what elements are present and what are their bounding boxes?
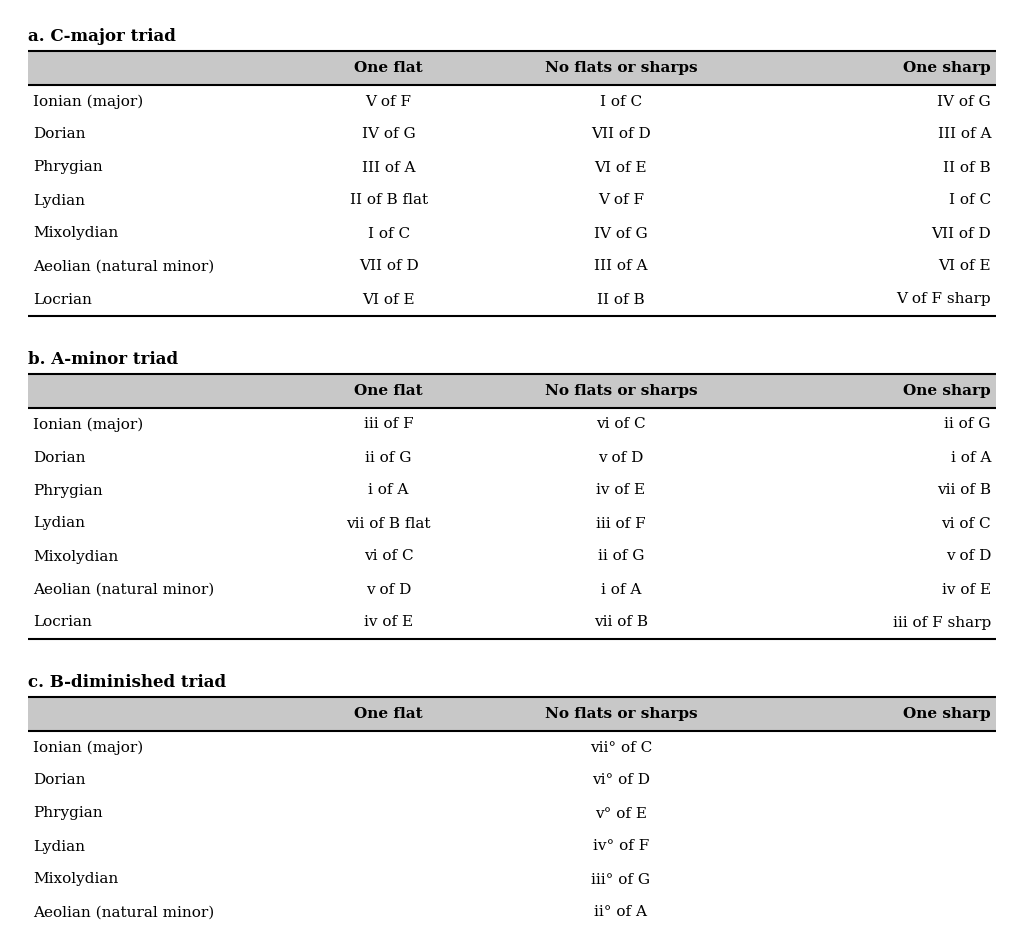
Text: Mixolydian: Mixolydian xyxy=(33,872,118,886)
Text: III of A: III of A xyxy=(361,160,416,174)
Text: b. A-minor triad: b. A-minor triad xyxy=(28,351,178,368)
Text: v° of E: v° of E xyxy=(595,807,647,821)
Text: v of D: v of D xyxy=(366,582,412,596)
Text: iv of E: iv of E xyxy=(364,616,413,630)
Text: One sharp: One sharp xyxy=(903,707,991,721)
Text: II of B flat: II of B flat xyxy=(349,194,428,208)
Text: Dorian: Dorian xyxy=(33,127,85,141)
Text: vi of C: vi of C xyxy=(596,417,646,431)
Text: Lydian: Lydian xyxy=(33,517,85,531)
Text: Phrygian: Phrygian xyxy=(33,160,102,174)
Text: Ionian (major): Ionian (major) xyxy=(33,740,143,754)
Text: Ionian (major): Ionian (major) xyxy=(33,417,143,431)
Text: II of B: II of B xyxy=(943,160,991,174)
Text: I of C: I of C xyxy=(949,194,991,208)
Text: One flat: One flat xyxy=(354,707,423,721)
Text: vii of B flat: vii of B flat xyxy=(346,517,431,531)
Text: ii of G: ii of G xyxy=(366,450,412,464)
Text: vii of B: vii of B xyxy=(937,484,991,498)
Text: ii of G: ii of G xyxy=(598,549,644,563)
Text: vi of C: vi of C xyxy=(941,517,991,531)
Text: Lydian: Lydian xyxy=(33,840,85,854)
Text: Aeolian (natural minor): Aeolian (natural minor) xyxy=(33,582,214,596)
Text: No flats or sharps: No flats or sharps xyxy=(545,707,697,721)
Text: Ionian (major): Ionian (major) xyxy=(33,95,143,109)
Text: V of F: V of F xyxy=(366,95,412,109)
Text: Aeolian (natural minor): Aeolian (natural minor) xyxy=(33,905,214,919)
Text: VII of D: VII of D xyxy=(591,127,651,141)
Text: Mixolydian: Mixolydian xyxy=(33,227,118,241)
Text: Dorian: Dorian xyxy=(33,773,85,787)
Text: IV of G: IV of G xyxy=(594,227,648,241)
Text: No flats or sharps: No flats or sharps xyxy=(545,384,697,398)
Text: i of A: i of A xyxy=(950,450,991,464)
Text: vi° of D: vi° of D xyxy=(592,773,650,787)
Text: IV of G: IV of G xyxy=(361,127,416,141)
Text: Mixolydian: Mixolydian xyxy=(33,549,118,563)
Text: One sharp: One sharp xyxy=(903,61,991,75)
Text: V of F sharp: V of F sharp xyxy=(896,292,991,306)
Text: Phrygian: Phrygian xyxy=(33,807,102,821)
Text: VI of E: VI of E xyxy=(938,259,991,273)
Text: Aeolian (natural minor): Aeolian (natural minor) xyxy=(33,259,214,273)
Text: v of D: v of D xyxy=(598,450,644,464)
Text: One sharp: One sharp xyxy=(903,384,991,398)
Text: One flat: One flat xyxy=(354,384,423,398)
Text: Locrian: Locrian xyxy=(33,616,92,630)
Text: iv of E: iv of E xyxy=(596,484,645,498)
Text: VII of D: VII of D xyxy=(358,259,419,273)
Text: VII of D: VII of D xyxy=(931,227,991,241)
Text: I of C: I of C xyxy=(600,95,642,109)
Text: VI of E: VI of E xyxy=(362,292,415,306)
Text: ii of G: ii of G xyxy=(944,417,991,431)
Bar xyxy=(28,51,996,85)
Text: iii of F sharp: iii of F sharp xyxy=(893,616,991,630)
Text: II of B: II of B xyxy=(597,292,645,306)
Text: V of F: V of F xyxy=(598,194,644,208)
Text: III of A: III of A xyxy=(938,127,991,141)
Text: v of D: v of D xyxy=(945,549,991,563)
Text: i of A: i of A xyxy=(369,484,409,498)
Text: Dorian: Dorian xyxy=(33,450,85,464)
Text: iii of F: iii of F xyxy=(364,417,414,431)
Text: No flats or sharps: No flats or sharps xyxy=(545,61,697,75)
Text: iii° of G: iii° of G xyxy=(591,872,650,886)
Text: VI of E: VI of E xyxy=(595,160,647,174)
Text: Locrian: Locrian xyxy=(33,292,92,306)
Text: Phrygian: Phrygian xyxy=(33,484,102,498)
Bar xyxy=(28,374,996,408)
Text: Lydian: Lydian xyxy=(33,194,85,208)
Text: iv of E: iv of E xyxy=(942,582,991,596)
Text: vii° of C: vii° of C xyxy=(590,740,652,754)
Text: iv° of F: iv° of F xyxy=(593,840,649,854)
Text: ii° of A: ii° of A xyxy=(594,905,647,919)
Text: vi of C: vi of C xyxy=(364,549,414,563)
Text: III of A: III of A xyxy=(594,259,647,273)
Text: c. B-diminished triad: c. B-diminished triad xyxy=(28,674,226,691)
Text: vii of B: vii of B xyxy=(594,616,648,630)
Bar xyxy=(28,697,996,731)
Text: One flat: One flat xyxy=(354,61,423,75)
Text: a. C-major triad: a. C-major triad xyxy=(28,28,176,45)
Text: IV of G: IV of G xyxy=(937,95,991,109)
Text: i of A: i of A xyxy=(601,582,641,596)
Text: iii of F: iii of F xyxy=(596,517,646,531)
Text: I of C: I of C xyxy=(368,227,410,241)
